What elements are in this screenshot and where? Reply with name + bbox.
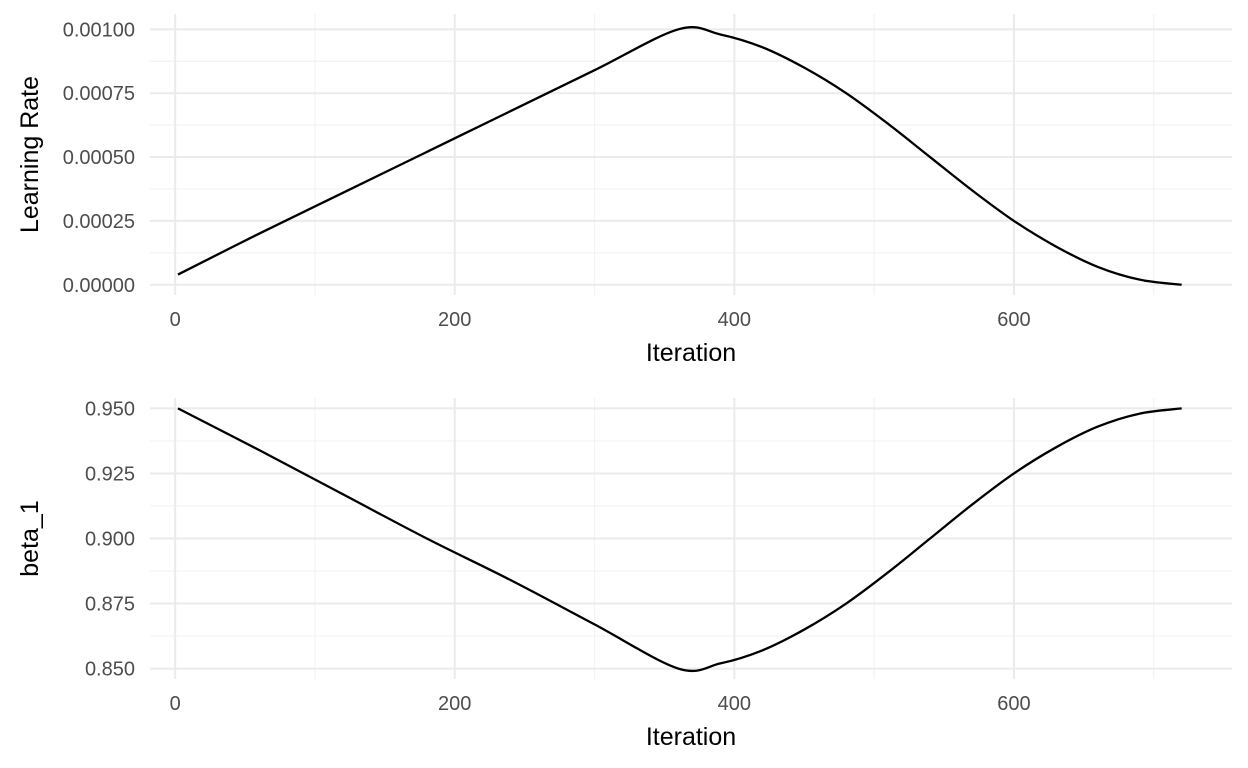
beta1-x-tick-label: 400 [718, 693, 751, 715]
learning-rate-y-axis-title: Learning Rate [16, 76, 44, 233]
learning-rate-y-tick-labels: 0.00000 0.00025 0.00050 0.00075 0.00100 [63, 19, 135, 296]
beta1-series-line [177, 407, 1182, 673]
learning-rate-y-tick-label: 0.00075 [63, 83, 135, 105]
learning-rate-x-tick-labels: 0 200 400 600 [170, 309, 1031, 331]
beta1-x-tick-label: 0 [170, 693, 181, 715]
learning-rate-grid [150, 14, 1232, 295]
beta1-y-tick-label: 0.850 [85, 659, 135, 681]
beta1-y-tick-labels: 0.850 0.875 0.900 0.925 0.950 [85, 398, 135, 680]
beta1-x-tick-label: 600 [997, 693, 1030, 715]
learning-rate-y-tick-label: 0.00025 [63, 211, 135, 233]
learning-rate-panel: 0.00000 0.00025 0.00050 0.00075 0.00100 0 200… [16, 14, 1232, 367]
beta1-x-tick-labels: 0 200 400 600 [170, 693, 1031, 715]
beta1-y-tick-label: 0.950 [85, 398, 135, 420]
beta1-x-axis-title: Iteration [646, 723, 736, 751]
learning-rate-series-line [177, 26, 1182, 286]
learning-rate-y-tick-label: 0.00050 [63, 147, 135, 169]
beta1-panel: 0.850 0.875 0.900 0.925 0.950 0 200 400 600 Ite… [16, 398, 1232, 751]
learning-rate-series [177, 26, 1182, 286]
learning-rate-x-tick-label: 600 [997, 309, 1030, 331]
beta1-grid [150, 398, 1232, 679]
learning-rate-y-tick-label: 0.00000 [63, 275, 135, 297]
beta1-y-tick-label: 0.900 [85, 529, 135, 551]
learning-rate-x-tick-label: 200 [438, 309, 471, 331]
beta1-y-tick-label: 0.925 [85, 463, 135, 485]
learning-rate-x-tick-label: 0 [170, 309, 181, 331]
beta1-y-tick-label: 0.875 [85, 594, 135, 616]
learning-rate-x-tick-label: 400 [718, 309, 751, 331]
beta1-x-tick-label: 200 [438, 693, 471, 715]
beta1-y-axis-title: beta_1 [16, 500, 44, 576]
learning-rate-y-tick-label: 0.00100 [63, 19, 135, 41]
beta1-series [177, 407, 1182, 673]
learning-rate-x-axis-title: Iteration [646, 339, 736, 367]
